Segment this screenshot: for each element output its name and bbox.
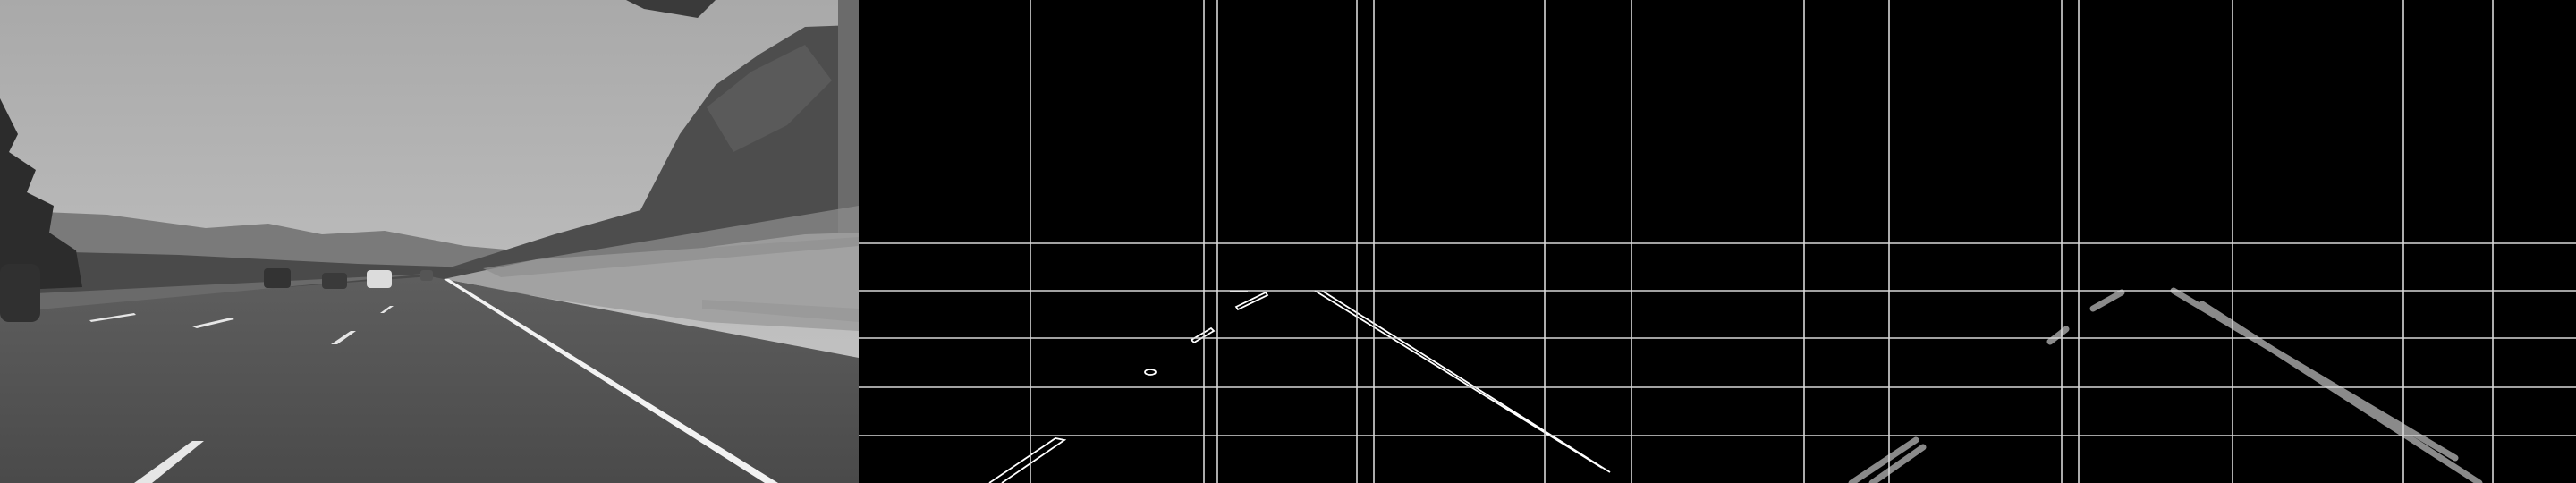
tree-highlight [707, 45, 832, 152]
dash-mask [2046, 326, 2070, 345]
guardrail [702, 300, 859, 322]
right-lane-mask [2199, 301, 2483, 483]
dash [192, 318, 234, 328]
lane-dashes [89, 306, 394, 483]
left-trees [0, 98, 82, 291]
car [420, 270, 433, 281]
left-lane-mask [1868, 444, 1927, 483]
dash [331, 331, 356, 344]
left-edge [988, 437, 1067, 483]
overhang-leaves [626, 0, 716, 18]
car [264, 268, 291, 288]
road [0, 276, 859, 483]
grayscale-photo [0, 0, 859, 483]
dash [134, 441, 204, 483]
dash [380, 306, 394, 313]
tree-trunk [838, 0, 859, 233]
right-lane-line [444, 279, 778, 483]
car [322, 273, 347, 289]
car [367, 270, 392, 288]
right-edge [1314, 290, 1611, 473]
dash-mask [2089, 289, 2125, 312]
dash [89, 313, 136, 322]
dash-edge [1144, 369, 1157, 376]
mask-panel [1848, 287, 2483, 483]
left-lane-mask [1848, 436, 1919, 483]
car [0, 264, 40, 322]
processed-background [859, 0, 2576, 483]
grid-overlay [859, 0, 2576, 483]
fence [483, 206, 859, 277]
dash-edge [1234, 291, 1269, 311]
